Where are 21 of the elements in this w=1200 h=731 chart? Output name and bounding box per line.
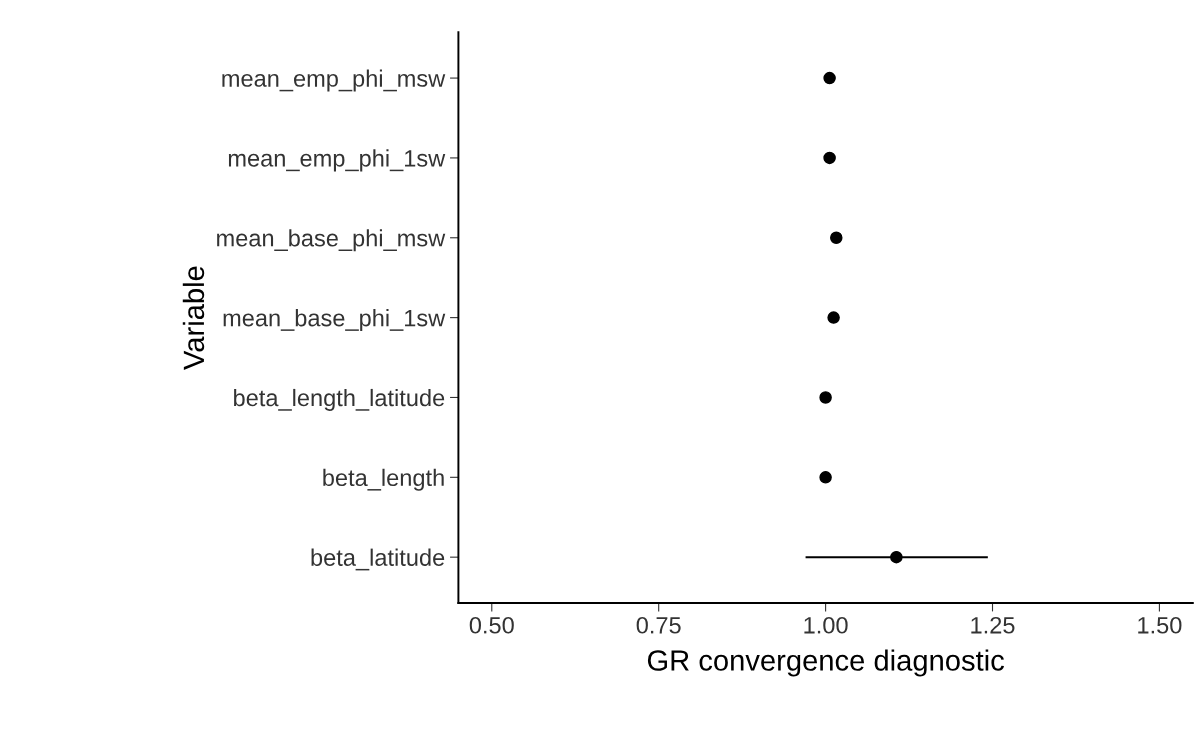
point: [890, 550, 903, 564]
y-axis-title: Variable: [182, 266, 205, 370]
x-tick-label: 1.00: [804, 616, 848, 634]
point: [830, 231, 843, 245]
x-tick-label: 0.50: [469, 616, 514, 634]
point: [827, 311, 840, 324]
y-tick-label: beta_length_latitude: [234, 388, 445, 411]
y-tick-label: mean_base_phi_1sw: [223, 309, 446, 332]
y-tick-label: beta_length: [323, 468, 444, 491]
y-tick-label: mean_emp_phi_msw: [222, 69, 446, 92]
point: [819, 391, 832, 404]
point: [823, 151, 836, 165]
point: [823, 71, 836, 85]
point: [819, 471, 832, 484]
x-tick-label: 0.75: [636, 616, 681, 634]
y-tick-label: mean_emp_phi_1sw: [228, 149, 446, 172]
x-tick-label: 1.25: [971, 616, 1015, 634]
x-axis-title: GR convergence diagnostic: [647, 649, 1004, 677]
y-tick-label: mean_base_phi_msw: [217, 229, 446, 252]
y-tick-label: beta_latitude: [311, 548, 445, 571]
x-tick-label: 1.50: [1138, 616, 1182, 634]
